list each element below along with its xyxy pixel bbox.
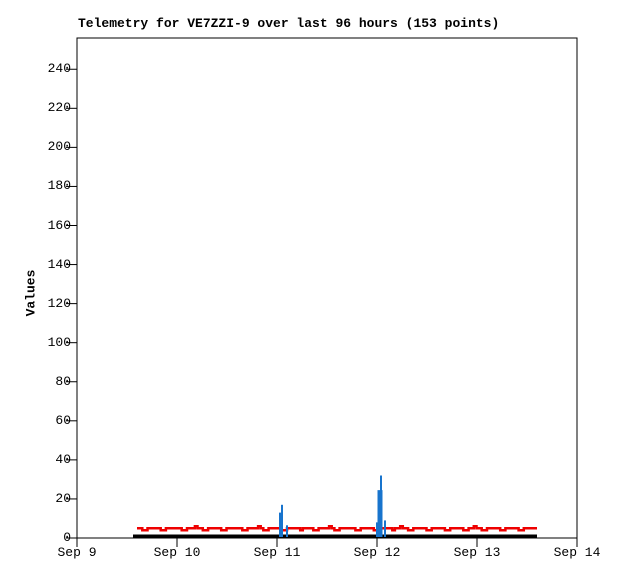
- y-tick-label: 100: [47, 334, 71, 350]
- y-tick-label: 220: [47, 100, 71, 116]
- y-tick-label: 200: [47, 139, 71, 155]
- y-tick-label: 160: [47, 217, 71, 233]
- x-tick-label: Sep 14: [553, 545, 601, 560]
- y-tick-label: 60: [55, 412, 71, 428]
- x-tick-label: Sep 9: [57, 545, 97, 560]
- x-tick-label: Sep 12: [353, 545, 401, 560]
- x-tick-label: Sep 13: [453, 545, 501, 560]
- y-tick-label: 240: [47, 61, 71, 77]
- y-tick-label: 120: [47, 295, 71, 311]
- x-tick-label: Sep 11: [253, 545, 301, 560]
- x-tick-label: Sep 10: [153, 545, 201, 560]
- chart-title: Telemetry for VE7ZZI-9 over last 96 hour…: [78, 16, 500, 31]
- y-tick-label: 40: [55, 451, 71, 467]
- y-tick-label: 20: [55, 490, 71, 506]
- y-tick-label: 80: [55, 373, 71, 389]
- y-tick-label: 140: [47, 256, 71, 272]
- y-tick-label: 0: [63, 530, 71, 545]
- plot-frame: [76, 37, 578, 539]
- y-tick-label: 180: [47, 178, 71, 194]
- red-telemetry-series: [137, 525, 537, 532]
